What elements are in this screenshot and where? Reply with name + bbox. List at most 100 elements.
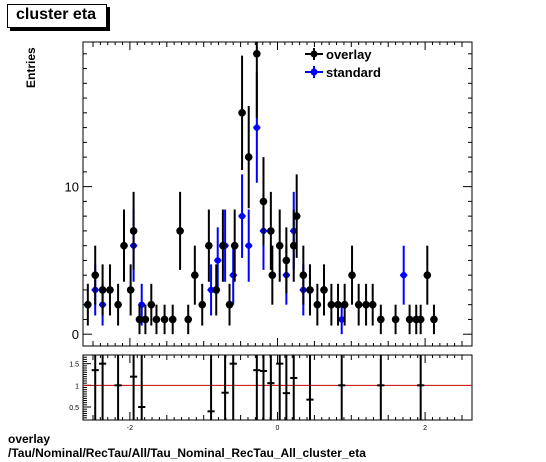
overlay-point (225, 283, 234, 326)
overlay-point (377, 304, 385, 335)
overlay-point (141, 304, 150, 335)
overlay-marker (120, 241, 128, 250)
overlay-point (114, 283, 122, 326)
legend-label: overlay (326, 47, 372, 62)
overlay-point (289, 209, 298, 282)
title-box: cluster eta (7, 4, 107, 28)
overlay-point (176, 191, 184, 270)
y-tick-label: 0 (72, 327, 79, 342)
overlay-marker (147, 300, 156, 309)
ratio-point (267, 355, 275, 420)
overlay-marker (141, 315, 150, 324)
overlay-point (120, 209, 128, 282)
standard-marker (214, 257, 221, 264)
overlay-marker (362, 300, 370, 309)
standard-marker (245, 242, 252, 249)
overlay-marker (416, 315, 425, 324)
overlay-point (292, 174, 301, 258)
footer-path: /Tau/Nominal/RecTau/All/Tau_Nominal_RecT… (8, 446, 366, 460)
overlay-marker (306, 286, 314, 294)
overlay-marker (259, 197, 268, 206)
overlay-point (430, 304, 438, 335)
ratio-point (259, 355, 268, 420)
ratio-point (417, 355, 425, 420)
overlay-point (160, 304, 169, 335)
overlay-point (354, 283, 363, 326)
overlay-marker (106, 286, 114, 294)
legend-marker (310, 68, 318, 76)
standard-marker (238, 212, 246, 220)
overlay-marker (230, 241, 239, 250)
overlay-marker (198, 300, 207, 309)
overlay-point (147, 283, 156, 326)
ratio-point (138, 355, 146, 420)
standard-marker (207, 286, 215, 294)
overlay-point (212, 264, 221, 316)
overlay-point (129, 191, 138, 270)
ratio-point (229, 355, 237, 420)
overlay-point (84, 283, 92, 326)
overlay-point (106, 264, 114, 316)
overlay-point (306, 264, 314, 316)
ratio-point (129, 355, 138, 420)
overlay-point (268, 245, 277, 305)
overlay-marker (176, 227, 184, 235)
x-tick-label: -2 (127, 425, 133, 432)
overlay-marker (212, 286, 221, 294)
overlay-point (253, 42, 261, 119)
overlay-point (259, 157, 268, 246)
overlay-marker (225, 300, 234, 309)
overlay-point (98, 264, 107, 316)
ratio-y-tick-label: 1.5 (69, 362, 79, 369)
overlay-marker (423, 271, 432, 279)
overlay-marker (126, 286, 135, 294)
overlay-point (334, 283, 342, 326)
overlay-marker (299, 271, 308, 279)
overlay-marker (354, 300, 363, 309)
chart-title: cluster eta (16, 6, 97, 23)
overlay-point (275, 209, 284, 282)
overlay-point (126, 264, 135, 316)
overlay-point (405, 304, 414, 335)
overlay-marker (152, 315, 161, 324)
overlay-point (135, 304, 144, 335)
overlay-marker (275, 241, 284, 250)
overlay-marker (114, 300, 122, 309)
overlay-marker (348, 271, 356, 279)
overlay-point (282, 227, 291, 294)
standard-point (400, 245, 408, 305)
overlay-point (368, 283, 377, 326)
legend-entry-overlay: overlay (305, 47, 372, 62)
overlay-marker (98, 286, 107, 294)
overlay-marker (238, 109, 246, 117)
overlay-point (299, 245, 308, 305)
overlay-marker (135, 315, 144, 324)
standard-point (229, 245, 237, 305)
overlay-marker (184, 315, 193, 324)
overlay-marker (292, 212, 301, 220)
overlay-marker (244, 153, 253, 161)
ratio-point (207, 355, 215, 420)
overlay-point (244, 105, 253, 209)
y-tick-label: 10 (65, 180, 79, 195)
ratio-point (114, 355, 122, 420)
overlay-marker (368, 300, 377, 309)
standard-point (238, 174, 246, 258)
overlay-marker (205, 241, 213, 250)
standard-point (214, 227, 222, 294)
footer-label: overlay (8, 432, 51, 446)
ratio-point (276, 355, 284, 420)
ratio-point (338, 355, 346, 420)
overlay-marker (405, 315, 414, 324)
overlay-point (238, 55, 246, 170)
standard-marker (400, 271, 407, 279)
overlay-marker (327, 300, 336, 309)
x-tick-label: 2 (423, 425, 427, 432)
legend-marker (310, 50, 318, 58)
overlay-point (423, 245, 432, 305)
legend-label: standard (326, 65, 381, 80)
overlay-marker (191, 271, 199, 279)
overlay-marker (168, 315, 177, 324)
overlay-point (168, 304, 177, 335)
